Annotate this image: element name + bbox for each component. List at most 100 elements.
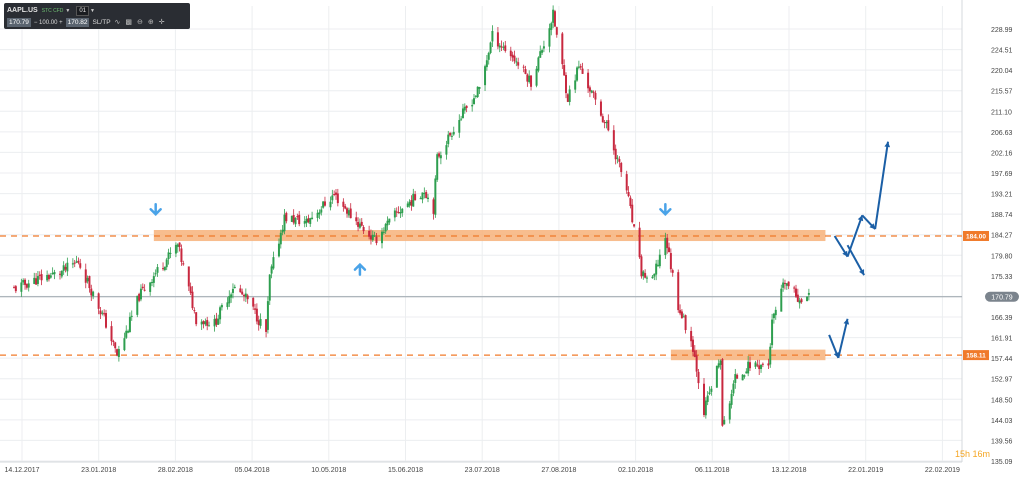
candle-body — [307, 218, 310, 223]
candle-body — [601, 116, 604, 123]
candle-body — [178, 242, 181, 248]
candle-body — [607, 120, 610, 131]
candle-body — [642, 271, 645, 277]
candle-body — [761, 363, 764, 365]
candle-body — [14, 286, 17, 292]
candle-body — [244, 293, 247, 298]
candle-body — [97, 293, 100, 309]
buy-price-button[interactable]: 170.82 — [65, 18, 90, 27]
candle-body — [535, 68, 538, 86]
candle-body — [496, 32, 499, 47]
zoom-out-icon[interactable]: ⊖ — [137, 19, 143, 26]
candle-body — [60, 270, 63, 277]
candle-body — [782, 282, 785, 288]
price-axis[interactable]: 228.99 224.51 220.04 215.57 211.10 206.63 202.… — [991, 27, 1013, 466]
candle-body — [182, 263, 185, 265]
candle-body — [208, 325, 211, 327]
candle-body — [125, 330, 128, 338]
candle-body — [346, 208, 349, 214]
candle-body — [114, 342, 117, 349]
candle-body — [625, 174, 628, 191]
candle-body — [513, 55, 516, 62]
x-tick-label: 14.12.2017 — [4, 467, 39, 474]
timeframe-select[interactable]: 01 — [76, 5, 90, 16]
candle-body — [322, 201, 325, 208]
candle-body — [101, 312, 104, 314]
current-price-text: 170.79 — [991, 294, 1013, 301]
time-axis[interactable]: 14.12.2017 23.01.2018 28.02.2018 05.04.2018… — [4, 467, 960, 474]
candle-body — [305, 218, 308, 224]
candle-body — [612, 130, 615, 151]
candle-body — [743, 375, 746, 377]
indicators-icon[interactable]: ▩ — [125, 19, 133, 26]
candle-body — [548, 28, 551, 47]
candle-body — [105, 313, 107, 328]
candle-body — [368, 230, 371, 237]
horizontal-levels — [0, 235, 962, 356]
volume-stepper[interactable]: − 100.00 + — [33, 19, 63, 26]
toolbar-row-trade: 170.79 − 100.00 + 170.82 SL/TP ∿ ▩ ⊖ ⊕ ✛ — [7, 17, 170, 28]
candle-body — [243, 295, 245, 297]
candle-body — [658, 254, 661, 267]
candle-body — [732, 383, 735, 394]
candle-body — [633, 224, 636, 227]
candle-body — [741, 374, 744, 381]
candle-body — [517, 62, 520, 66]
candle-body — [292, 215, 295, 223]
candle-body — [577, 66, 580, 68]
zoom-in-icon[interactable]: ⊕ — [147, 19, 154, 26]
candle-body — [795, 288, 797, 297]
candle-body — [677, 272, 680, 311]
candle-body — [474, 95, 477, 97]
toolbar-row-symbol: AAPL.US STC CFD ▼ 01 ▼ — [7, 5, 101, 16]
candle-countdown: 15h 16m — [955, 449, 990, 459]
y-tick-label: 193.21 — [991, 192, 1013, 199]
symbol-dropdown-icon[interactable]: ▼ — [65, 7, 71, 14]
candle-body — [471, 105, 474, 107]
candle-body — [303, 221, 306, 224]
candle-body — [149, 282, 152, 292]
candle-body — [657, 264, 659, 266]
line-chart-icon[interactable]: ∿ — [114, 19, 121, 26]
candle-body — [228, 296, 231, 304]
candle-body — [219, 307, 222, 320]
candle-body — [309, 218, 312, 224]
candle-body — [408, 201, 411, 206]
y-tick-label: 157.44 — [991, 356, 1013, 363]
candle-body — [200, 321, 203, 325]
candle-body — [651, 276, 654, 279]
candle-body — [165, 259, 168, 268]
candle-body — [563, 65, 566, 76]
timeframe-dropdown-icon[interactable]: ▼ — [90, 7, 95, 14]
candle-body — [736, 374, 739, 379]
candle-body — [296, 216, 299, 218]
y-tick-label: 152.97 — [991, 377, 1013, 384]
candle-body — [485, 60, 488, 68]
candle-body — [539, 51, 542, 58]
candle-body — [38, 274, 41, 276]
candle-body — [747, 361, 750, 374]
forecast-segment — [846, 244, 865, 276]
candle-body — [590, 90, 593, 93]
candle-body — [335, 192, 337, 195]
candle-body — [265, 319, 268, 332]
candle-body — [461, 108, 464, 118]
forecast-arrowhead — [859, 269, 865, 276]
sl-tp-button[interactable]: SL/TP — [92, 19, 111, 26]
y-tick-label: 144.03 — [991, 418, 1013, 425]
sell-price-button[interactable]: 170.79 — [7, 18, 31, 27]
candle-body — [618, 159, 621, 162]
candle-body — [555, 27, 558, 35]
candle-body — [655, 263, 658, 275]
candle-body — [349, 208, 352, 219]
candle-body — [758, 365, 761, 370]
candle-body — [465, 105, 468, 109]
candle-body — [316, 212, 319, 218]
candle-body — [27, 283, 30, 288]
crosshair-icon[interactable]: ✛ — [158, 19, 165, 26]
candle-body — [204, 321, 207, 325]
symbol-label[interactable]: AAPL.US — [7, 7, 38, 14]
market-type-label: STC CFD — [41, 7, 64, 14]
candle-body — [230, 294, 233, 298]
